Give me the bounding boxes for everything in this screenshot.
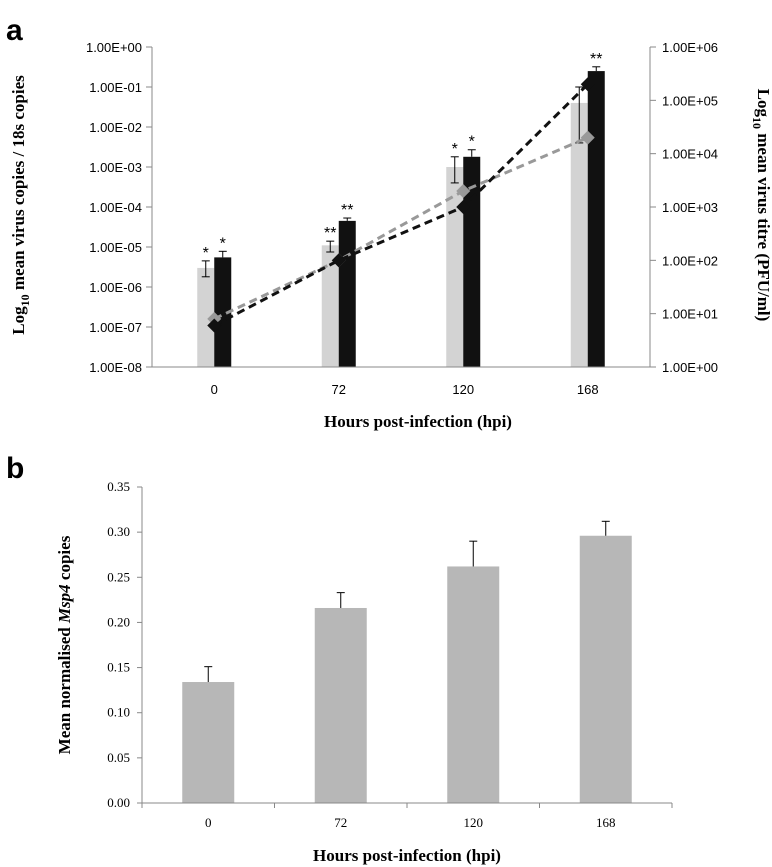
x-tick-label: 168: [596, 815, 616, 830]
left-tick-label: 1.00E-05: [89, 240, 142, 255]
panel-a-ylabel-right: Log10 mean virus titre (PFU/ml): [750, 89, 772, 322]
significance-label: **: [324, 225, 336, 242]
left-tick-label: 1.00E+00: [86, 40, 142, 55]
x-tick-label: 72: [334, 815, 347, 830]
panel-letter-a: a: [6, 14, 23, 47]
bar: [579, 535, 632, 803]
x-tick-label: 120: [452, 382, 474, 397]
panel-a-ylabel-right-prefix: Log: [754, 89, 772, 118]
panel-a-bars: **********: [197, 51, 605, 367]
y-tick-label: 0.35: [107, 479, 130, 494]
panel-b-bars: [182, 520, 632, 803]
panel-a-ylabel-left: Log10 mean virus copies / 18s copies: [9, 75, 32, 335]
bar: [447, 566, 500, 803]
panel-b-ylabel-after: copies: [55, 535, 74, 584]
panel-b: b 0.00 0.05 0.10 0.15 0.20 0.25 0.30 0.35 0 72 120…: [6, 452, 673, 865]
left-tick-label: 1.00E-06: [89, 280, 142, 295]
right-tick-label: 1.00E+06: [662, 40, 718, 55]
panel-b-ticks: 0.00 0.05 0.10 0.15 0.20 0.25 0.30 0.35 0 72 120 16…: [107, 479, 673, 830]
bar: [338, 220, 356, 367]
y-tick-label: 0.05: [107, 750, 130, 765]
significance-label: *: [469, 134, 475, 151]
bar: [182, 682, 235, 803]
titre-point: [580, 130, 595, 145]
panel-a-ticks: 1.00E-08 1.00E-07 1.00E-06 1.00E-05 1.00E-04…: [86, 40, 718, 397]
left-tick-label: 1.00E-03: [89, 160, 142, 175]
right-tick-label: 1.00E+00: [662, 360, 718, 375]
bar: [570, 102, 588, 367]
panel-a-ylabel-right-sub: 10: [750, 117, 764, 129]
panel-a-ylabel-left-prefix: Log: [9, 306, 28, 335]
panel-letter-b: b: [6, 452, 24, 485]
panel-b-xlabel: Hours post-infection (hpi): [313, 846, 501, 865]
bar: [197, 267, 215, 367]
panel-a: a 1.00E-081.00E-071.00E-061.00E-051.00E-…: [6, 14, 772, 431]
x-tick-label: 0: [211, 382, 218, 397]
significance-label: *: [203, 245, 209, 262]
panel-b-ylabel-italic: Msp4: [55, 584, 74, 624]
y-tick-label: 0.25: [107, 569, 130, 584]
titre-point: [456, 183, 471, 198]
x-tick-label: 0: [205, 815, 212, 830]
panel-a-ylabel-left-sub: 10: [18, 294, 32, 306]
right-tick-label: 1.00E+02: [662, 253, 718, 268]
left-tick-label: 1.00E-01: [89, 80, 142, 95]
panel-b-ylabel: Mean normalised Msp4 copies: [55, 535, 74, 754]
right-tick-label: 1.00E+03: [662, 200, 718, 215]
left-tick-label: 1.00E-04: [89, 200, 142, 215]
significance-label: **: [341, 202, 353, 219]
right-tick-label: 1.00E+05: [662, 93, 718, 108]
x-tick-label: 72: [332, 382, 346, 397]
bar: [314, 607, 367, 803]
bar: [214, 257, 232, 367]
left-tick-label: 1.00E-07: [89, 320, 142, 335]
y-tick-label: 0.20: [107, 614, 130, 629]
x-tick-label: 168: [577, 382, 599, 397]
y-tick-label: 0.10: [107, 705, 130, 720]
panel-a-ylabel-left-text: mean virus copies / 18s copies: [9, 75, 28, 294]
titre-line: [213, 83, 589, 327]
y-tick-label: 0.15: [107, 660, 130, 675]
titre-point: [456, 200, 471, 214]
bar: [446, 167, 464, 367]
titre-point: [580, 77, 595, 92]
titre-point: [207, 318, 222, 333]
titre-point: [331, 253, 346, 268]
significance-label: *: [220, 235, 226, 252]
panel-b-ylabel-before: Mean normalised: [55, 623, 74, 754]
panel-a-xlabel: Hours post-infection (hpi): [324, 412, 512, 431]
right-tick-label: 1.00E+01: [662, 307, 718, 322]
left-tick-label: 1.00E-02: [89, 120, 142, 135]
y-tick-label: 0.30: [107, 524, 130, 539]
x-tick-label: 120: [464, 815, 484, 830]
titre-line: [213, 136, 589, 321]
panel-a-lines: [207, 77, 595, 333]
right-tick-label: 1.00E+04: [662, 147, 718, 162]
panel-a-ylabel-right-text: mean virus titre (PFU/ml): [754, 129, 772, 321]
y-tick-label: 0.00: [107, 795, 130, 810]
left-tick-label: 1.00E-08: [89, 360, 142, 375]
significance-label: *: [452, 141, 458, 158]
significance-label: **: [590, 51, 602, 68]
bar: [321, 245, 339, 367]
bar: [587, 71, 605, 367]
